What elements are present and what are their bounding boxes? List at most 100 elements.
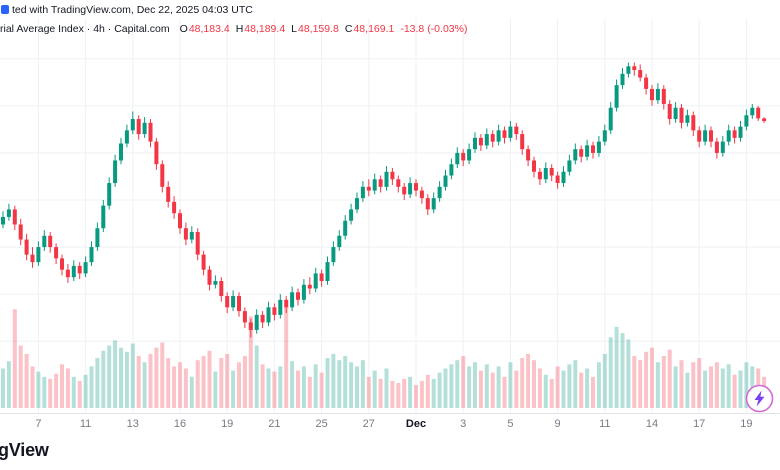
x-axis-label: 21 (268, 418, 280, 430)
candle (473, 132, 477, 153)
ohlc-close-value: 48,169.1 (353, 23, 395, 35)
volume-bar (307, 376, 312, 408)
candle (561, 166, 566, 187)
x-axis-label: 11 (599, 418, 610, 430)
candle (36, 241, 41, 266)
candle (284, 296, 289, 313)
x-axis-label: 27 (363, 418, 375, 430)
symbol-legend[interactable]: rial Average Index · 4h · Capital.com O … (0, 23, 467, 35)
candle (596, 135, 601, 157)
volume-bar (661, 356, 666, 408)
volume-bar (213, 371, 218, 408)
volume-bar (620, 333, 625, 408)
candle (478, 134, 483, 152)
candle (520, 130, 525, 155)
volume-bar (242, 356, 247, 408)
candle (402, 183, 407, 200)
volume-bar (425, 374, 430, 408)
candle (254, 309, 259, 334)
volume-bar (467, 366, 472, 408)
x-axis-label: 7 (35, 418, 41, 430)
candle (650, 85, 654, 106)
volume-bar (77, 380, 82, 408)
volume-bar (343, 356, 348, 408)
volume-bar (331, 353, 336, 408)
volume-bar (172, 366, 177, 408)
candle (484, 128, 489, 150)
candle (142, 117, 147, 138)
volume-bar (266, 368, 271, 408)
volume-bar (301, 366, 306, 408)
volume-bar (248, 316, 253, 408)
volume-bar (30, 366, 35, 408)
candle (213, 275, 218, 289)
candle (685, 109, 690, 127)
volume-bar (101, 350, 106, 408)
candle (667, 100, 672, 125)
candle (449, 158, 454, 180)
candles-layer (1, 62, 767, 338)
volume-bar (60, 364, 64, 408)
x-axis: 7 11 13 16 19 21 25 27 Dec 3 5 9 11 14 17 19 (0, 413, 780, 430)
candle (461, 149, 466, 167)
volume-bar (697, 358, 702, 408)
candle (313, 267, 318, 293)
volume-bar (237, 362, 241, 408)
candle (42, 230, 47, 251)
lightning-bolt (754, 390, 765, 407)
ohlc-low-value: 48,159.8 (298, 23, 339, 35)
candle (655, 83, 660, 104)
candle (71, 260, 76, 281)
volume-bar (608, 337, 613, 408)
candle (349, 203, 354, 225)
candle (337, 230, 342, 251)
candle (83, 256, 88, 278)
candle (390, 167, 395, 185)
candle (248, 318, 253, 338)
candle (532, 156, 536, 178)
candle (661, 85, 666, 110)
candle (573, 143, 578, 165)
volume-bar (36, 371, 41, 408)
volume-bar (225, 353, 230, 408)
candle (443, 169, 448, 191)
candle (644, 73, 649, 95)
tradingview-attribution-icon (1, 5, 9, 14)
volume-bar (732, 374, 737, 408)
volume-bar (549, 378, 554, 408)
volume-bar (231, 370, 236, 408)
candle (107, 177, 112, 210)
candle (714, 137, 719, 159)
symbol-title: rial Average Index · 4h · Capital.com (0, 23, 170, 35)
candle (242, 307, 247, 329)
volume-bar (166, 358, 171, 408)
candle (614, 79, 619, 112)
volume-bar (449, 364, 454, 408)
volume-bar (12, 309, 17, 408)
volume-bar (514, 370, 519, 408)
x-axis-label: 25 (315, 418, 327, 430)
ohlc-high-label: H (235, 23, 244, 35)
x-axis-label: 3 (460, 418, 466, 430)
volume-bar (431, 378, 436, 408)
candle (260, 311, 265, 329)
candle (113, 154, 118, 187)
volume-bar (655, 362, 660, 408)
candle (12, 205, 17, 231)
candle (508, 120, 513, 142)
candle (756, 105, 761, 121)
volume-bar (520, 358, 525, 408)
volume-bar (24, 353, 29, 408)
tradingview-logo[interactable]: gView (0, 440, 49, 460)
candle (543, 162, 548, 184)
volume-bar (130, 343, 135, 408)
volume-bar (585, 368, 590, 408)
volume-bar (396, 383, 401, 408)
candle (154, 137, 159, 170)
candle (467, 143, 472, 165)
candle (272, 303, 277, 321)
boost-button[interactable] (744, 383, 775, 414)
volume-bar (408, 376, 413, 408)
ohlc-open-label: O (179, 23, 188, 35)
